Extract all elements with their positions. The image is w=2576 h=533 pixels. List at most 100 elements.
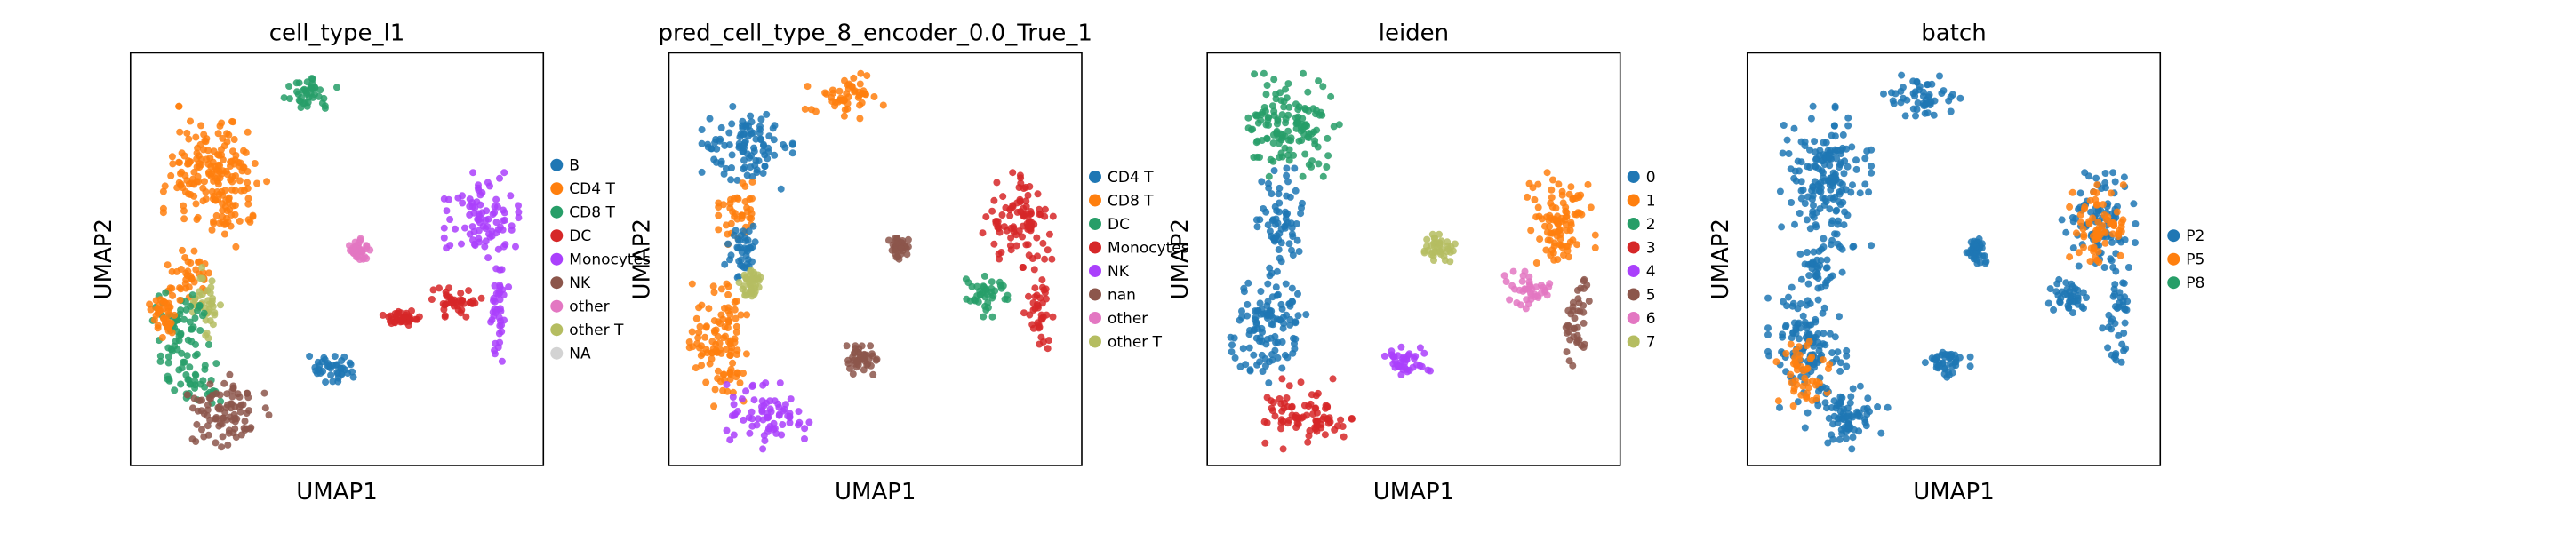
- point: [1823, 277, 1831, 284]
- point: [1808, 353, 1816, 361]
- point: [1864, 394, 1872, 402]
- point: [717, 123, 725, 131]
- point: [1266, 306, 1274, 314]
- point: [1823, 404, 1830, 412]
- axes-frame: [129, 52, 545, 466]
- point: [858, 99, 866, 107]
- point: [1834, 217, 1842, 225]
- point: [698, 362, 706, 370]
- point: [1239, 345, 1247, 353]
- point: [1451, 240, 1459, 248]
- point: [1299, 172, 1307, 180]
- point: [2104, 344, 2112, 352]
- point: [1830, 412, 1838, 420]
- point: [1901, 112, 1909, 120]
- point: [1820, 304, 1828, 312]
- point: [1045, 230, 1053, 238]
- point: [192, 266, 200, 274]
- legend-marker: [1627, 311, 1640, 324]
- point: [192, 133, 200, 141]
- point: [1273, 291, 1281, 299]
- point: [177, 380, 185, 388]
- point: [477, 294, 485, 302]
- point: [1291, 164, 1299, 172]
- point: [1566, 336, 1574, 344]
- point: [1246, 327, 1253, 334]
- point: [1796, 250, 1804, 258]
- point: [1278, 375, 1286, 383]
- point: [1847, 188, 1855, 196]
- point: [198, 396, 205, 404]
- point: [1321, 431, 1329, 439]
- point: [1841, 208, 1849, 216]
- point: [2132, 239, 2139, 247]
- point: [218, 420, 226, 428]
- point: [240, 425, 248, 432]
- point: [759, 170, 767, 177]
- x-axis-label: UMAP1: [1373, 479, 1454, 505]
- point: [2065, 304, 2073, 312]
- point: [190, 247, 198, 255]
- point: [1807, 115, 1815, 123]
- point: [1799, 186, 1807, 194]
- point: [1820, 330, 1828, 338]
- point: [1028, 255, 1036, 262]
- point: [2079, 225, 2087, 233]
- point: [2120, 346, 2128, 354]
- point: [770, 419, 778, 427]
- point: [788, 140, 796, 148]
- point: [1391, 357, 1399, 365]
- point: [184, 336, 192, 344]
- point: [1001, 223, 1008, 231]
- point: [988, 313, 996, 321]
- point: [206, 380, 214, 388]
- point: [460, 299, 468, 307]
- point: [1527, 227, 1535, 235]
- point: [244, 389, 251, 397]
- point: [843, 342, 851, 350]
- point: [732, 328, 740, 336]
- legend-label: other: [1108, 310, 1148, 328]
- point: [867, 342, 875, 350]
- point: [1253, 111, 1261, 119]
- point: [1282, 119, 1290, 127]
- point: [766, 405, 774, 413]
- point: [187, 325, 195, 333]
- point: [1513, 299, 1521, 306]
- point: [2090, 188, 2098, 196]
- point: [164, 359, 172, 367]
- point: [1850, 426, 1858, 434]
- point: [807, 106, 815, 114]
- point: [1273, 120, 1281, 128]
- point: [2054, 291, 2062, 299]
- point: [1242, 361, 1250, 369]
- point: [1309, 410, 1317, 418]
- point: [1565, 357, 1573, 365]
- point: [1829, 169, 1837, 177]
- point: [748, 292, 756, 300]
- point: [230, 136, 238, 143]
- point: [726, 436, 734, 444]
- point: [2094, 218, 2102, 226]
- point: [2100, 264, 2108, 271]
- point: [1326, 418, 1334, 426]
- point: [731, 306, 739, 314]
- point: [2107, 189, 2115, 197]
- point: [465, 287, 473, 295]
- point: [1888, 89, 1895, 97]
- point: [869, 370, 877, 378]
- point: [726, 376, 734, 383]
- point: [1836, 161, 1844, 169]
- point: [482, 216, 490, 224]
- point: [210, 177, 218, 185]
- point: [379, 311, 387, 319]
- point: [1829, 182, 1837, 190]
- point: [1966, 353, 1974, 361]
- point: [1796, 351, 1804, 359]
- legend-marker: [550, 323, 564, 337]
- legend-marker: [550, 299, 564, 313]
- point: [728, 151, 736, 159]
- point: [219, 134, 227, 142]
- point: [176, 128, 184, 136]
- point: [716, 346, 724, 354]
